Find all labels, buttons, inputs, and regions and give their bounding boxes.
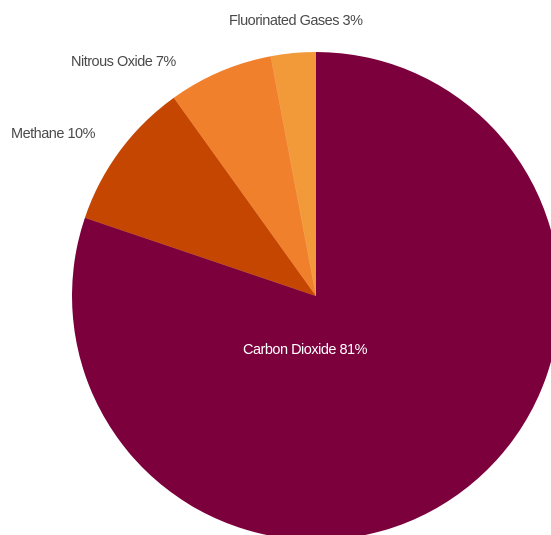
slice-label-carbon-dioxide: Carbon Dioxide 81% [243, 342, 368, 358]
pie-slice-methane [84, 97, 317, 297]
pie-labels: Carbon Dioxide 81% Methane 10% Nitrous Oxi… [11, 13, 368, 358]
slice-label-fluorinated-gases: Fluorinated Gases 3% [229, 13, 363, 29]
pie-slice-carbon-dioxide [72, 52, 551, 535]
slice-label-methane: Methane 10% [11, 126, 96, 142]
pie-slice-nitrous-oxide [173, 56, 316, 296]
pie-slices [72, 52, 551, 535]
slice-label-nitrous-oxide: Nitrous Oxide 7% [71, 54, 176, 70]
pie-slice-fluorinated-gases [270, 52, 316, 296]
